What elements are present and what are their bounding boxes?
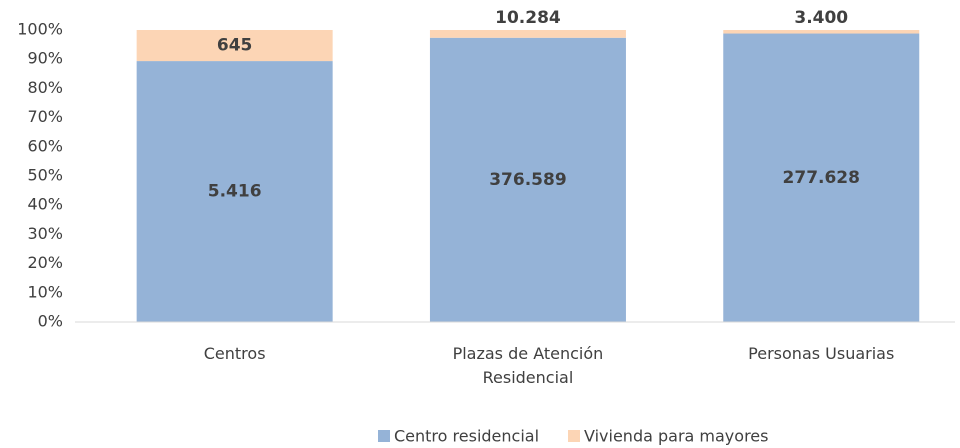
- data-label: 376.589: [489, 170, 566, 190]
- y-tick-label: 10%: [27, 282, 63, 301]
- y-tick-label: 20%: [27, 253, 63, 272]
- data-label: 645: [217, 36, 253, 56]
- y-tick-label: 0%: [38, 312, 63, 331]
- x-tick-label: Personas Usuarias: [748, 344, 895, 363]
- data-label: 277.628: [783, 168, 860, 188]
- data-label: 3.400: [794, 8, 848, 28]
- y-tick-label: 30%: [27, 224, 63, 243]
- y-tick-label: 60%: [27, 136, 63, 155]
- data-label: 10.284: [495, 8, 561, 28]
- bar-segment: [429, 30, 626, 38]
- bar-segment: [136, 30, 333, 62]
- legend-swatch: [378, 430, 390, 442]
- x-tick-label: Plazas de Atención Residencial: [452, 344, 604, 387]
- data-label: 5.416: [208, 182, 262, 202]
- y-tick-label: 40%: [27, 195, 63, 214]
- bar-segment: [429, 37, 626, 322]
- legend-label: Centro residencial: [394, 427, 539, 446]
- legend-swatch: [568, 430, 580, 442]
- bar-segment: [136, 61, 333, 322]
- bar-segment: [723, 33, 920, 322]
- y-tick-label: 50%: [27, 166, 63, 185]
- y-tick-label: 100%: [17, 20, 63, 39]
- y-tick-label: 70%: [27, 107, 63, 126]
- y-tick-label: 80%: [27, 78, 63, 97]
- x-tick-label: Centros: [203, 344, 266, 363]
- legend-label: Vivienda para mayores: [584, 427, 768, 446]
- bar-segment: [723, 30, 920, 34]
- y-tick-label: 90%: [27, 49, 63, 68]
